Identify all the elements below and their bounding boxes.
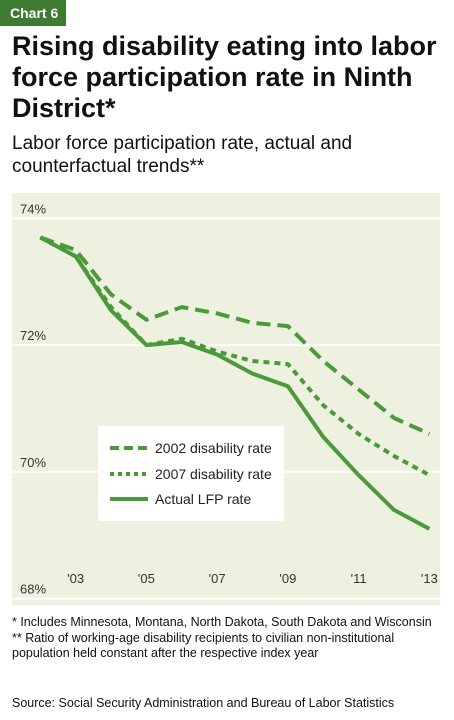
y-axis-ticks: 68% 70% 72% 74%: [20, 201, 46, 596]
series-lines: [39, 235, 431, 531]
footnotes: * Includes Minnesota, Montana, North Dak…: [12, 615, 448, 662]
x-tick-label-2011: '11: [351, 571, 367, 586]
chart-title: Rising disability eating into labor forc…: [12, 31, 437, 123]
y-tick-label-68: 68%: [20, 582, 46, 597]
footnote-states: * Includes Minnesota, Montana, North Dak…: [12, 615, 432, 629]
chart-subtitle: Labor force participation rate, actual a…: [12, 133, 353, 177]
source-line: Source: Social Security Administration a…: [12, 696, 395, 710]
series-line-actual-lfp-rate: [39, 235, 431, 531]
y-tick-label-72: 72%: [20, 328, 46, 343]
legend-label-2002: 2002 disability rate: [155, 440, 272, 456]
chart-area: 68% 70% 72% 74% '03 '05 '07 '09 '11 '13 2002 dis…: [0, 193, 454, 605]
line-chart: 68% 70% 72% 74% '03 '05 '07 '09 '11 '13 2002 dis…: [12, 193, 440, 605]
x-tick-label-2003: '03: [67, 571, 84, 586]
x-tick-label-2009: '09: [279, 571, 296, 586]
chart-number-tag: Chart 6: [0, 0, 66, 26]
x-axis-ticks: '03 '05 '07 '09 '11 '13: [67, 571, 438, 586]
x-tick-label-2013: '13: [421, 571, 438, 586]
legend: 2002 disability rate 2007 disability rat…: [98, 426, 284, 521]
y-tick-label-70: 70%: [20, 455, 46, 470]
y-tick-label-74: 74%: [20, 201, 46, 216]
footnote-ratio: ** Ratio of working-age disability recip…: [12, 630, 395, 661]
legend-label-actual: Actual LFP rate: [155, 491, 251, 507]
x-tick-label-2005: '05: [138, 571, 155, 586]
series-line-2002-disability-rate: [39, 235, 431, 436]
legend-label-2007: 2007 disability rate: [155, 466, 272, 482]
x-tick-label-2007: '07: [209, 571, 226, 586]
